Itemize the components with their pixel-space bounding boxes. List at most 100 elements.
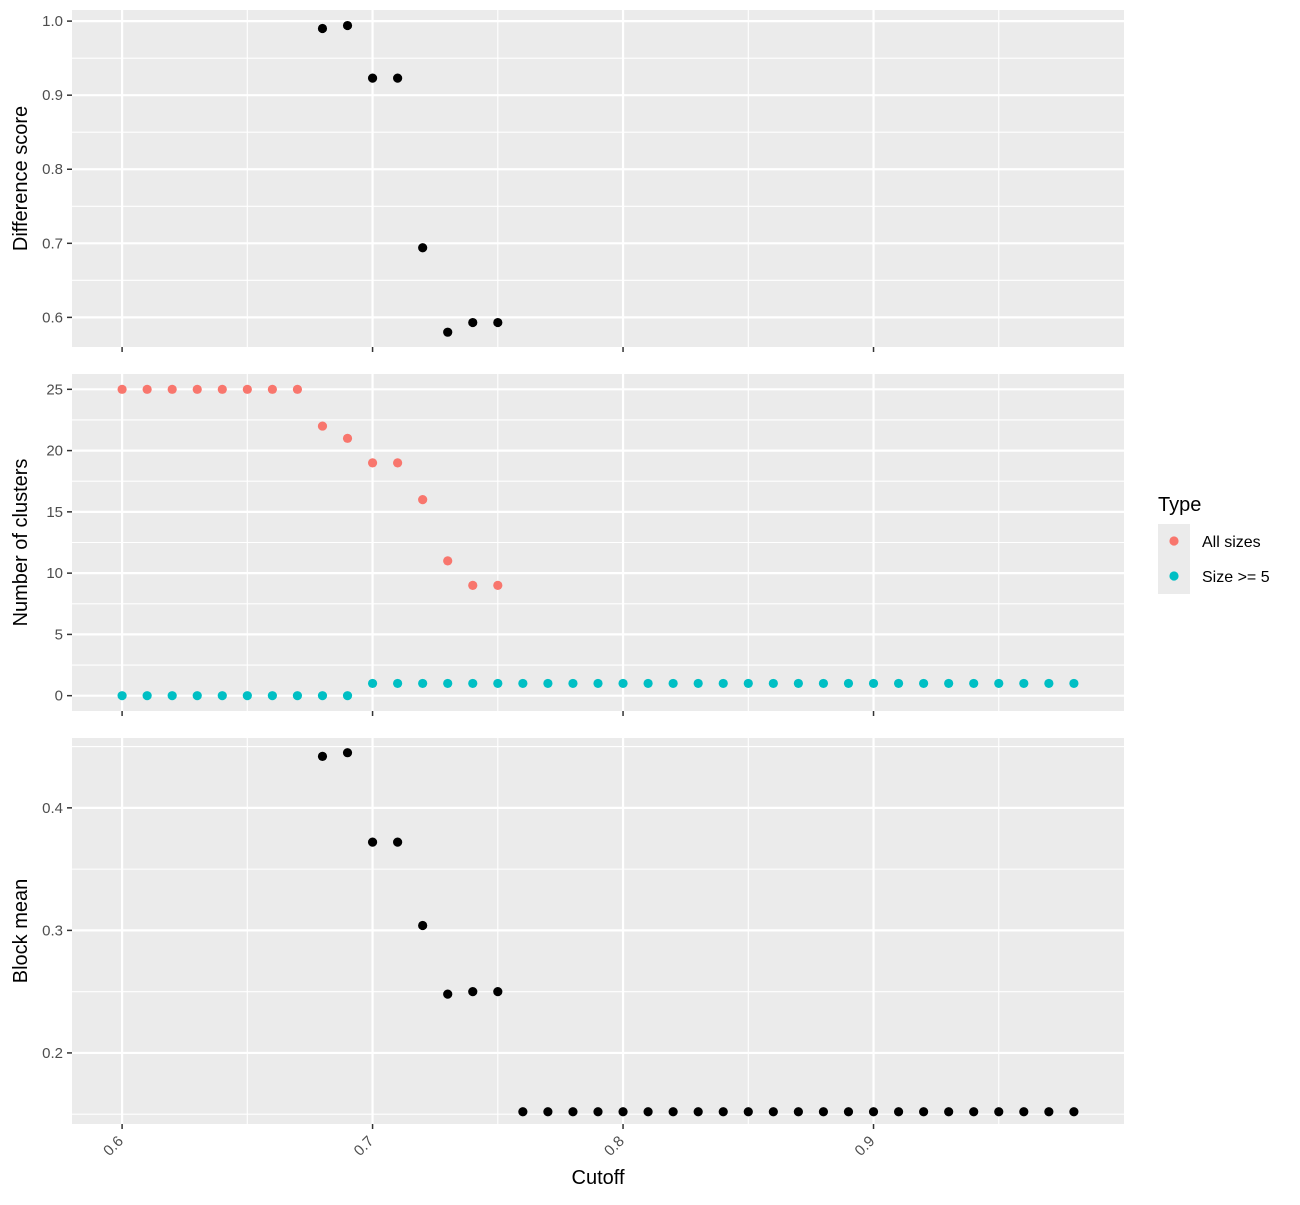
y-tick-label: 15 xyxy=(46,504,63,521)
y-tick-label: 0.6 xyxy=(42,309,63,326)
data-point xyxy=(393,837,403,847)
data-point xyxy=(768,678,778,689)
y-axis-title-block-mean: Block mean xyxy=(10,879,32,984)
panel-difference-score: 0.6 0.7 0.8 0.9 1.0 Difference score xyxy=(10,10,1124,352)
data-point xyxy=(367,678,378,689)
data-point xyxy=(693,678,703,689)
data-point xyxy=(518,1107,528,1117)
data-point xyxy=(893,678,904,689)
legend: Type All sizes Size >= 5 xyxy=(1158,494,1270,594)
data-point xyxy=(468,580,478,590)
data-point xyxy=(944,1107,954,1117)
data-point xyxy=(342,433,353,443)
data-point xyxy=(117,384,127,394)
data-point xyxy=(493,317,503,328)
data-point xyxy=(418,920,428,931)
data-point xyxy=(743,1107,753,1117)
data-point xyxy=(393,73,403,83)
y-tick-label: 25 xyxy=(46,381,63,398)
data-point xyxy=(818,678,829,689)
data-point xyxy=(493,580,503,590)
data-point xyxy=(217,384,227,394)
data-point xyxy=(818,1107,829,1117)
legend-label-all-sizes: All sizes xyxy=(1202,534,1261,551)
y-tick-label: 0.9 xyxy=(42,87,63,104)
data-point xyxy=(167,691,177,701)
data-point xyxy=(342,691,353,701)
legend-key-background xyxy=(1158,524,1190,594)
data-point xyxy=(142,691,152,701)
data-point xyxy=(393,678,403,689)
data-point xyxy=(718,678,728,689)
panel-block-mean: 0.2 0.3 0.4 Block mean xyxy=(10,738,1124,1129)
data-point xyxy=(568,1107,578,1117)
data-point xyxy=(793,678,803,689)
data-point xyxy=(242,384,252,394)
data-point xyxy=(843,678,854,689)
data-point xyxy=(768,1107,778,1117)
y-tick-label: 0.8 xyxy=(42,161,63,178)
data-point xyxy=(468,317,478,328)
data-point xyxy=(1019,678,1029,689)
data-point xyxy=(267,691,277,701)
data-point xyxy=(142,384,152,394)
data-point xyxy=(418,243,428,253)
legend-key-all-sizes xyxy=(1169,536,1179,546)
data-point xyxy=(342,20,353,31)
data-point xyxy=(518,678,528,689)
y-tick-label: 1.0 xyxy=(42,13,63,30)
series-all-sizes xyxy=(117,384,503,590)
data-point xyxy=(793,1107,803,1117)
data-point xyxy=(493,987,503,997)
data-point xyxy=(317,421,328,431)
series-size-5 xyxy=(117,678,1079,701)
data-point xyxy=(443,327,453,337)
data-point xyxy=(342,748,353,758)
data-point xyxy=(893,1107,904,1117)
y-tick-label: 0.7 xyxy=(42,235,63,252)
y-axis-title-number-of-clusters: Number of clusters xyxy=(10,459,32,627)
data-point xyxy=(618,678,628,689)
legend-key-size-5 xyxy=(1169,571,1179,581)
data-point xyxy=(668,1107,678,1117)
y-axis-title-difference-score: Difference score xyxy=(10,106,32,251)
x-tick-label: 0.6 xyxy=(100,1133,127,1160)
data-point xyxy=(543,1107,553,1117)
data-point xyxy=(593,1107,603,1117)
data-point xyxy=(994,678,1004,689)
x-tick-labels: 0.6 0.7 0.8 0.9 xyxy=(100,1133,878,1160)
legend-title: Type xyxy=(1158,494,1201,516)
series-difference-score xyxy=(317,20,503,337)
data-point xyxy=(1069,1107,1079,1117)
data-point xyxy=(443,556,453,566)
data-point xyxy=(317,691,328,701)
data-point xyxy=(292,691,303,701)
x-axis-title: Cutoff xyxy=(572,1167,625,1189)
panel-background xyxy=(72,10,1124,347)
panel-number-of-clusters: 0 5 10 15 20 25 Number of clusters xyxy=(10,374,1124,716)
data-point xyxy=(1019,1107,1029,1117)
y-tick-label: 0.2 xyxy=(42,1045,63,1062)
data-point xyxy=(969,1107,979,1117)
x-tick-label: 0.9 xyxy=(852,1133,879,1160)
data-point xyxy=(543,678,553,689)
data-point xyxy=(919,1107,929,1117)
data-point xyxy=(367,837,378,847)
data-point xyxy=(643,1107,653,1117)
data-point xyxy=(468,987,478,997)
y-tick-label: 0.3 xyxy=(42,922,63,939)
data-point xyxy=(317,23,328,34)
data-point xyxy=(994,1107,1004,1117)
legend-items: All sizes Size >= 5 xyxy=(1169,534,1270,586)
data-point xyxy=(568,678,578,689)
data-point xyxy=(693,1107,703,1117)
y-tick-label: 0 xyxy=(55,688,63,705)
data-point xyxy=(643,678,653,689)
data-point xyxy=(418,678,428,689)
data-point xyxy=(367,73,378,83)
data-point xyxy=(868,1107,879,1117)
data-point xyxy=(868,678,879,689)
chart-panels: 0.6 0.7 0.8 0.9 1.0 Difference score 0 5 10 15 20 2… xyxy=(10,10,1124,1160)
